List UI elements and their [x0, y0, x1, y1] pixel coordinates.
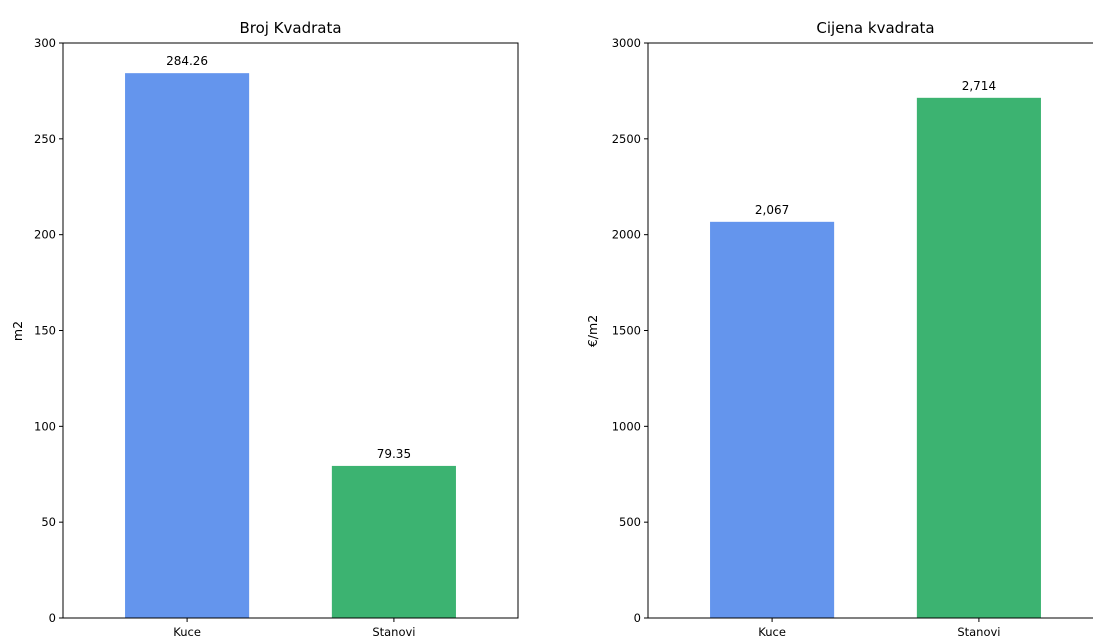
y-tick-label: 2500 — [612, 132, 641, 146]
data-label: 2,067 — [755, 203, 789, 217]
y-tick-label: 150 — [34, 324, 56, 338]
chart-cijena-kvadrata: Cijena kvadrata €/m2 2,067 Kuce 2,714 Stano… — [585, 19, 1093, 639]
x-tick-label: Stanovi — [372, 625, 415, 639]
data-label: 284.26 — [166, 54, 208, 68]
bar-kuce — [125, 73, 250, 618]
y-tick-label: 1500 — [612, 324, 641, 338]
data-label: 79.35 — [377, 447, 411, 461]
y-tick-label: 1000 — [612, 419, 641, 433]
y-tick-label: 100 — [34, 419, 56, 433]
bar-kuce — [710, 221, 835, 618]
plot-frame — [62, 42, 519, 619]
y-tick-label: 2000 — [612, 228, 641, 242]
chart-title: Cijena kvadrata — [816, 19, 934, 37]
bar-stanovi — [916, 97, 1041, 619]
data-label: 2,714 — [962, 79, 996, 93]
y-tick-label: 250 — [34, 132, 56, 146]
y-axis-label: €/m2 — [585, 315, 600, 347]
y-tick-label: 300 — [34, 36, 56, 50]
y-tick-label: 0 — [49, 611, 56, 625]
y-tick-label: 500 — [619, 515, 641, 529]
bar-stanovi — [331, 465, 456, 618]
x-tick-label: Stanovi — [957, 625, 1000, 639]
y-tick-label: 200 — [34, 228, 56, 242]
y-tick-label: 50 — [41, 515, 56, 529]
chart-title: Broj Kvadrata — [239, 19, 341, 37]
chart-broj-kvadrata: Broj Kvadrata m2 284.26 Kuce 79.35 Stanovi 0… — [10, 19, 519, 639]
y-tick-label: 3000 — [612, 36, 641, 50]
plot-frame — [647, 42, 1093, 619]
y-tick-label: 0 — [634, 611, 641, 625]
x-tick-label: Kuce — [758, 625, 786, 639]
y-axis-label: m2 — [10, 321, 25, 341]
x-tick-label: Kuce — [173, 625, 201, 639]
